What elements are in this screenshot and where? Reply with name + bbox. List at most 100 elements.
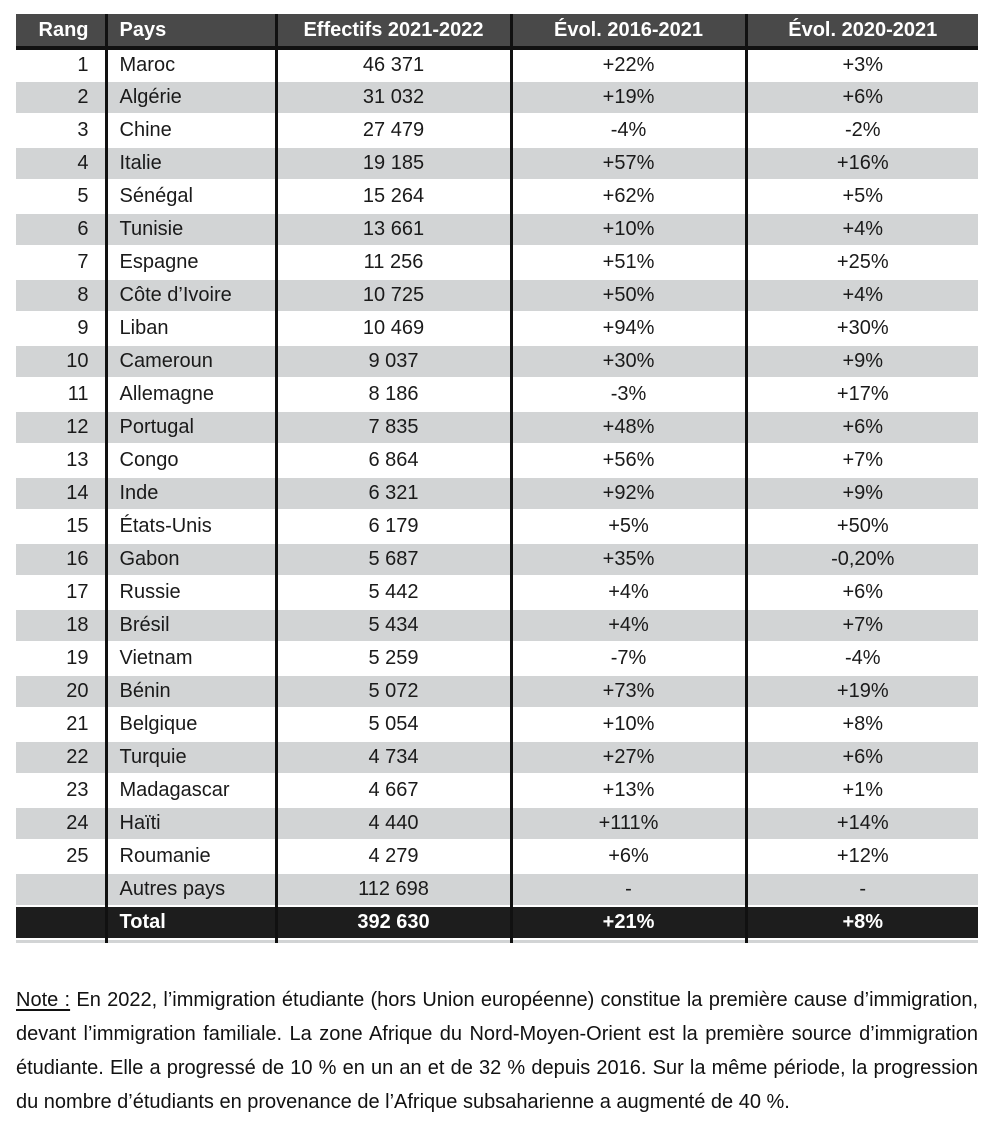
table-row: 8 Côte d’Ivoire 10 725 +50% +4% <box>16 278 978 313</box>
cell-pays: Chine <box>104 113 276 148</box>
column-header-evol-2020-2021: Évol. 2020-2021 <box>744 14 978 50</box>
cell-evol-2020-2021: +3% <box>744 47 978 82</box>
column-header-effectifs: Effectifs 2021-2022 <box>274 14 511 50</box>
cell-evol-2020-2021: -0,20% <box>744 542 978 577</box>
cell-effectifs: 31 032 <box>274 80 511 115</box>
table-row: 10 Cameroun 9 037 +30% +9% <box>16 344 978 379</box>
cell-rang: 25 <box>16 839 106 874</box>
cell-rang: 22 <box>16 740 106 775</box>
cell-evol-2016-2021: +62% <box>509 179 746 214</box>
table-row: 1 Maroc 46 371 +22% +3% <box>16 47 978 82</box>
cell-effectifs: 7 835 <box>274 410 511 445</box>
cell-evol-2016-2021: -4% <box>509 113 746 148</box>
cell-evol-2020-2021: +7% <box>744 443 978 478</box>
cell-pays: Autres pays <box>104 872 276 907</box>
cell-effectifs: 5 072 <box>274 674 511 709</box>
cell-pays: Russie <box>104 575 276 610</box>
cell-rang: 9 <box>16 311 106 346</box>
header-row: Rang Pays Effectifs 2021-2022 Évol. 2016… <box>16 14 978 50</box>
table-header: Rang Pays Effectifs 2021-2022 Évol. 2016… <box>16 14 978 50</box>
table-row: 2 Algérie 31 032 +19% +6% <box>16 80 978 115</box>
cell-evol-2016-2021: +19% <box>509 80 746 115</box>
cell-effectifs: 13 661 <box>274 212 511 247</box>
table-row: 11 Allemagne 8 186 -3% +17% <box>16 377 978 412</box>
cell-evol-2020-2021: -4% <box>744 641 978 676</box>
cell-rang: 19 <box>16 641 106 676</box>
cell-evol-2016-2021: +56% <box>509 443 746 478</box>
cell-evol-2020-2021: - <box>744 872 978 907</box>
cell-evol-2016-2021: +35% <box>509 542 746 577</box>
cell-evol-2016-2021: +51% <box>509 245 746 280</box>
cell-evol-2020-2021: +17% <box>744 377 978 412</box>
cell-effectifs: 19 185 <box>274 146 511 181</box>
cell-effectifs: 6 321 <box>274 476 511 511</box>
cell-effectifs: 112 698 <box>274 872 511 907</box>
cell-evol-2020-2021: +6% <box>744 575 978 610</box>
cell-evol-2016-2021: -7% <box>509 641 746 676</box>
cell-pays: Roumanie <box>104 839 276 874</box>
table-row: 6 Tunisie 13 661 +10% +4% <box>16 212 978 247</box>
cell-evol-2016-2021: +10% <box>509 707 746 742</box>
cell-rang: 15 <box>16 509 106 544</box>
cell-evol-2016-2021: +4% <box>509 608 746 643</box>
cell-pays: Cameroun <box>104 344 276 379</box>
cell-pays: Belgique <box>104 707 276 742</box>
cell-evol-2020-2021: +4% <box>744 278 978 313</box>
table-row: 4 Italie 19 185 +57% +16% <box>16 146 978 181</box>
cell-evol-2016-2021: -3% <box>509 377 746 412</box>
table-row: 5 Sénégal 15 264 +62% +5% <box>16 179 978 214</box>
cell-pays: Haïti <box>104 806 276 841</box>
cell-effectifs: 9 037 <box>274 344 511 379</box>
cell-evol-2016-2021: +6% <box>509 839 746 874</box>
column-header-pays: Pays <box>104 14 276 50</box>
table-row: 23 Madagascar 4 667 +13% +1% <box>16 773 978 808</box>
cell-rang: 10 <box>16 344 106 379</box>
cell-evol-2016-2021: +94% <box>509 311 746 346</box>
cell-evol-2016-2021: +111% <box>509 806 746 841</box>
table-row: 19 Vietnam 5 259 -7% -4% <box>16 641 978 676</box>
total-evol-2016-2021: +21% <box>509 905 746 939</box>
table-row: 17 Russie 5 442 +4% +6% <box>16 575 978 610</box>
cell-rang: 14 <box>16 476 106 511</box>
table-row: 20 Bénin 5 072 +73% +19% <box>16 674 978 709</box>
students-by-country-table: Rang Pays Effectifs 2021-2022 Évol. 2016… <box>16 14 978 943</box>
cell-evol-2020-2021: +50% <box>744 509 978 544</box>
cell-pays: Madagascar <box>104 773 276 808</box>
cell-pays: Algérie <box>104 80 276 115</box>
cell-evol-2016-2021: - <box>509 872 746 907</box>
cell-evol-2020-2021: +9% <box>744 344 978 379</box>
table-row: 15 États-Unis 6 179 +5% +50% <box>16 509 978 544</box>
table-body: 1 Maroc 46 371 +22% +3% 2 Algérie 31 032 +19% +6%… <box>16 47 978 907</box>
cell-effectifs: 4 734 <box>274 740 511 775</box>
cell-rang: 2 <box>16 80 106 115</box>
cell-pays: Brésil <box>104 608 276 643</box>
cell-pays: États-Unis <box>104 509 276 544</box>
cell-effectifs: 4 440 <box>274 806 511 841</box>
table-footer: Total 392 630 +21% +8% <box>16 905 978 943</box>
cell-evol-2020-2021: +25% <box>744 245 978 280</box>
cell-pays: Turquie <box>104 740 276 775</box>
cell-pays: Côte d’Ivoire <box>104 278 276 313</box>
table-row: 14 Inde 6 321 +92% +9% <box>16 476 978 511</box>
cell-evol-2020-2021: +1% <box>744 773 978 808</box>
cell-effectifs: 4 279 <box>274 839 511 874</box>
cell-pays: Tunisie <box>104 212 276 247</box>
cell-pays: Allemagne <box>104 377 276 412</box>
cell-effectifs: 15 264 <box>274 179 511 214</box>
cell-pays: Sénégal <box>104 179 276 214</box>
cell-rang: 13 <box>16 443 106 478</box>
cell-evol-2016-2021: +10% <box>509 212 746 247</box>
cell-rang: 8 <box>16 278 106 313</box>
cell-effectifs: 27 479 <box>274 113 511 148</box>
cell-rang: 17 <box>16 575 106 610</box>
cell-evol-2020-2021: +6% <box>744 740 978 775</box>
table-row: 21 Belgique 5 054 +10% +8% <box>16 707 978 742</box>
cell-rang: 16 <box>16 542 106 577</box>
total-effectifs: 392 630 <box>274 905 511 939</box>
cell-evol-2020-2021: +12% <box>744 839 978 874</box>
table-row: 9 Liban 10 469 +94% +30% <box>16 311 978 346</box>
cell-pays: Inde <box>104 476 276 511</box>
cell-pays: Espagne <box>104 245 276 280</box>
cell-rang: 12 <box>16 410 106 445</box>
